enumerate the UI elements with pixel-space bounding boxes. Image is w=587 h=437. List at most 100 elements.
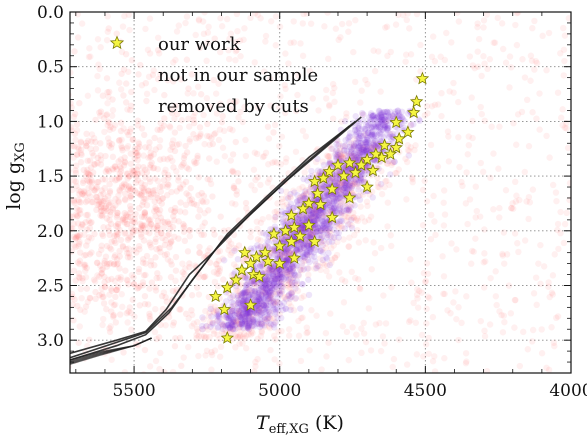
removed-point [190, 131, 197, 138]
sample-point [377, 134, 385, 141]
removed-point [329, 80, 337, 88]
removed-point [195, 291, 203, 298]
removed-point [146, 363, 154, 370]
removed-point [477, 103, 484, 111]
removed-point [161, 169, 168, 177]
removed-point [357, 285, 364, 293]
removed-point [141, 292, 149, 300]
removed-point [233, 98, 240, 105]
removed-point [85, 53, 93, 61]
removed-point [102, 253, 110, 260]
removed-point [441, 211, 449, 218]
removed-point [275, 328, 282, 335]
sample-point [311, 258, 319, 265]
removed-point [323, 353, 330, 360]
removed-point [145, 301, 152, 308]
removed-point [70, 213, 76, 220]
sample-point [279, 306, 287, 314]
removed-point [294, 91, 301, 99]
sample-point [272, 319, 279, 326]
removed-point [378, 190, 386, 198]
removed-point [110, 312, 117, 319]
removed-point [124, 319, 131, 326]
removed-point [230, 184, 237, 192]
removed-point [201, 219, 208, 226]
removed-point [465, 141, 473, 149]
removed-point [225, 47, 232, 54]
removed-point [237, 53, 244, 60]
removed-point [86, 396, 92, 402]
removed-point [148, 244, 155, 251]
removed-point [138, 192, 145, 199]
removed-point [330, 242, 337, 249]
removed-point [185, 165, 192, 173]
removed-point [105, 25, 112, 32]
removed-point [408, 174, 416, 181]
removed-point [490, 150, 497, 157]
removed-point [136, 190, 143, 198]
removed-point [82, 267, 89, 275]
removed-point [183, 190, 190, 197]
removed-point [121, 158, 128, 166]
removed-point [146, 139, 153, 146]
removed-point [276, 360, 283, 367]
removed-point [117, 86, 125, 93]
removed-point [88, 235, 95, 242]
removed-point [377, 88, 384, 95]
removed-point [206, 309, 213, 316]
removed-point [200, 231, 208, 238]
removed-point [118, 136, 125, 144]
removed-point [498, 20, 506, 27]
removed-point [96, 109, 103, 116]
removed-point [528, 57, 536, 64]
removed-point [252, 358, 259, 366]
removed-point [362, 76, 369, 84]
removed-point [350, 48, 357, 56]
removed-point [102, 152, 109, 160]
removed-point [44, 298, 50, 304]
removed-point [146, 50, 154, 57]
removed-point [551, 251, 558, 258]
removed-point [99, 293, 106, 301]
removed-point [137, 231, 145, 238]
removed-point [117, 276, 124, 283]
removed-point [250, 311, 258, 319]
removed-point [302, 133, 309, 140]
removed-point [230, 183, 238, 190]
sample-point [255, 283, 263, 290]
removed-point [77, 306, 84, 314]
removed-point [101, 283, 109, 290]
removed-point [271, 299, 278, 306]
removed-point [99, 321, 106, 329]
removed-point [119, 23, 127, 30]
removed-point [167, 146, 174, 154]
removed-point [51, 203, 57, 209]
removed-point [425, 334, 432, 342]
sample-point [304, 265, 311, 272]
removed-point [185, 227, 193, 234]
removed-point [326, 152, 333, 160]
removed-point [540, 263, 548, 270]
removed-point [70, 124, 75, 131]
removed-point [181, 152, 188, 159]
removed-point [232, 48, 239, 55]
removed-point [146, 229, 153, 237]
removed-point [182, 265, 189, 272]
removed-point [108, 356, 115, 363]
removed-point [107, 144, 115, 151]
removed-point [74, 144, 82, 151]
removed-point [345, 243, 352, 250]
removed-point [365, 216, 373, 224]
removed-point [94, 201, 101, 209]
removed-point [431, 218, 438, 225]
removed-point [286, 332, 293, 339]
sample-point [232, 309, 239, 317]
removed-point [103, 111, 111, 118]
removed-point [299, 212, 306, 220]
removed-point [87, 193, 94, 200]
removed-point [196, 249, 203, 257]
removed-point [295, 332, 303, 339]
removed-point [307, 20, 315, 27]
removed-point [559, 121, 566, 129]
removed-point [124, 254, 132, 261]
